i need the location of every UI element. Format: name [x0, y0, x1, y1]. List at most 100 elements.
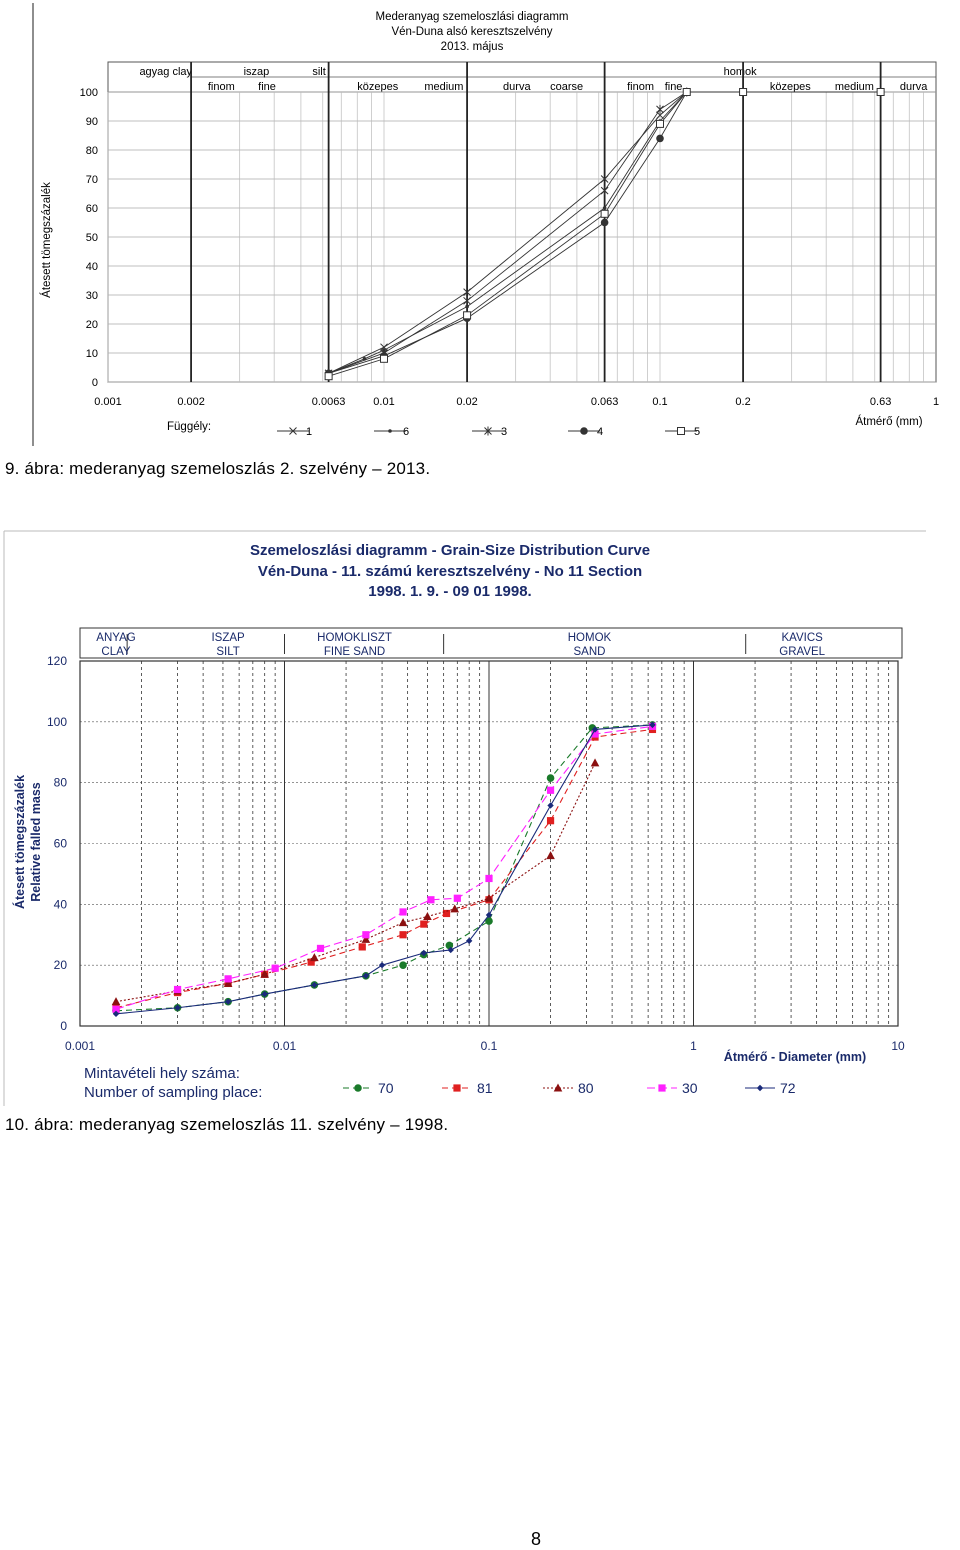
y-tick-label: 100	[47, 715, 67, 729]
chart2-ylabel-line1: Átesett tömegszázalék	[12, 775, 27, 909]
x-tick-label: 0.063	[591, 396, 619, 408]
data-point	[450, 904, 460, 913]
legend-label: 6	[403, 426, 409, 438]
data-point	[600, 175, 609, 183]
legend-item-5: 5	[665, 426, 700, 438]
data-point	[398, 918, 408, 927]
x-tick-label: 0.001	[94, 396, 122, 408]
class-label-bottom: medium	[835, 81, 874, 93]
legend-item-81: 81	[442, 1080, 493, 1096]
class-label: GRAVEL	[779, 646, 825, 658]
data-point	[420, 920, 428, 928]
data-point	[358, 943, 366, 951]
data-point	[316, 944, 325, 953]
class-label: ANYAG	[96, 632, 135, 644]
x-tick-label: 1	[933, 396, 939, 408]
data-point	[463, 288, 471, 296]
series-line	[115, 762, 596, 1003]
figure-9-caption: 9. ábra: mederanyag szemeloszlás 2. szel…	[5, 459, 431, 478]
class-label-bottom: finom	[627, 81, 654, 93]
chart2-y-ticks: 0 20 40 60 80 100 120	[47, 654, 67, 1033]
legend-item-1: 1	[277, 426, 312, 438]
y-tick-label: 20	[54, 958, 68, 972]
data-point	[380, 343, 388, 352]
chart2-series	[111, 721, 657, 1018]
chart2-title-line1: Szemeloszlási diagramm - Grain-Size Dist…	[250, 542, 650, 559]
class-label-bottom: közepes	[357, 81, 398, 93]
data-point	[739, 88, 748, 96]
legend-item-70: 70	[343, 1080, 394, 1096]
figure-10-caption: 10. ábra: mederanyag szemeloszlás 11. sz…	[5, 1115, 449, 1134]
data-point	[591, 726, 599, 733]
legend-label: 30	[682, 1080, 698, 1096]
data-point	[224, 975, 232, 983]
data-point	[484, 893, 494, 902]
y-tick-label: 10	[86, 348, 98, 360]
data-point	[463, 311, 472, 320]
data-point	[361, 934, 371, 943]
data-point	[362, 972, 370, 980]
y-tick-label: 0	[60, 1019, 67, 1033]
chart2-legend-title-line1: Mintavételi hely száma:	[84, 1065, 240, 1082]
series-line	[115, 724, 653, 1015]
data-point	[380, 354, 388, 363]
series-line	[328, 91, 688, 374]
legend-marker	[756, 1084, 764, 1092]
data-point	[362, 931, 370, 939]
data-point	[260, 969, 269, 978]
data-point	[656, 104, 664, 114]
data-point	[649, 721, 656, 729]
legend-label: 1	[306, 426, 312, 438]
class-label-bottom: fine	[258, 81, 276, 93]
y-tick-label: 70	[86, 174, 98, 186]
x-tick-label: 0.002	[177, 396, 205, 408]
legend-label: 72	[780, 1080, 796, 1096]
header-frame	[79, 627, 903, 659]
legend-item-80: 80	[543, 1080, 594, 1096]
x-tick-label: 0.1	[652, 396, 667, 408]
legend-marker	[453, 1084, 461, 1092]
class-label: SAND	[574, 646, 606, 658]
chart1-legend-title: Függély:	[167, 421, 211, 433]
series-30	[112, 722, 657, 1013]
data-point	[112, 1005, 120, 1013]
legend-label: 70	[378, 1080, 394, 1096]
data-point	[600, 186, 609, 196]
x-tick-label: 10	[891, 1039, 905, 1053]
data-point	[465, 304, 469, 309]
data-point	[463, 296, 471, 306]
y-tick-label: 20	[86, 319, 98, 331]
chart2-legend-title-line2: Number of sampling place:	[84, 1084, 262, 1101]
data-point	[311, 981, 318, 989]
data-point	[602, 206, 607, 210]
y-tick-label: 40	[86, 261, 98, 273]
class-label-bottom: durva	[503, 81, 531, 93]
legend-marker	[677, 427, 685, 435]
legend-item-72: 72	[745, 1080, 796, 1096]
data-point	[324, 372, 333, 381]
data-point	[399, 961, 407, 969]
class-label: CLAY	[101, 646, 131, 658]
chart-grain-size-1998: Szemeloszlási diagramm - Grain-Size Dist…	[0, 528, 960, 1108]
series-5	[324, 88, 885, 381]
legend-item-3: 3	[472, 426, 507, 438]
legend-marker	[553, 1083, 563, 1092]
chart1-series	[324, 87, 885, 381]
class-label-top: agyag clay	[139, 66, 192, 78]
y-tick-label: 50	[86, 232, 98, 244]
y-tick-label: 0	[92, 377, 98, 389]
class-label: ISZAP	[211, 632, 245, 644]
legend-marker	[289, 427, 297, 435]
data-point	[423, 912, 432, 920]
class-label: KAVICS	[782, 632, 824, 644]
class-label-bottom: közepes	[770, 81, 811, 93]
class-label: SILT	[216, 646, 239, 658]
data-point	[310, 953, 319, 962]
legend-item-4: 4	[568, 426, 603, 438]
legend-marker	[658, 1084, 666, 1092]
y-tick-label: 30	[86, 290, 98, 302]
chart1-class-header: agyag clay iszap silt homok finom fine közepes…	[107, 61, 937, 93]
chart2-title-line3: 1998. 1. 9. - 09 01 1998.	[368, 583, 531, 600]
chart1-ylabel: Átesett tömegszázalék	[40, 182, 53, 298]
class-label-bottom: durva	[900, 81, 928, 93]
